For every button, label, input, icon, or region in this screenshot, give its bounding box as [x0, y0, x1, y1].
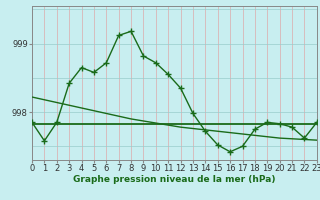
X-axis label: Graphe pression niveau de la mer (hPa): Graphe pression niveau de la mer (hPa): [73, 175, 276, 184]
